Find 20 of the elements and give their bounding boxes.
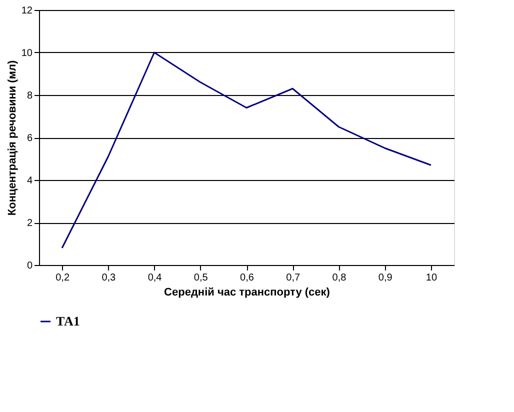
y-tick-label: 10: [21, 48, 33, 59]
y-tick-label: 12: [21, 6, 33, 16]
y-tick-label: 6: [26, 133, 33, 144]
x-tick-label: 0,9: [378, 272, 393, 284]
y-tick-label: 8: [26, 90, 33, 102]
x-tick-label: 0,4: [148, 272, 162, 284]
x-tick-label: 0,5: [194, 272, 208, 284]
x-tick-label: 0,3: [102, 272, 116, 284]
y-tick-label: 2: [26, 218, 33, 229]
y-tick-label: 0: [26, 260, 33, 272]
x-tick-label: 0,7: [286, 272, 300, 284]
line-series: [61, 52, 432, 249]
x-tick-label: 0,2: [56, 272, 70, 284]
y-axis-title: Концентрація речовини (мл): [6, 60, 18, 216]
x-axis-title: Середній час транспорту (сек): [164, 286, 330, 298]
x-tick-label: 10: [426, 272, 438, 284]
x-tick-label: 0,8: [332, 272, 347, 284]
y-tick-label: 4: [26, 176, 33, 186]
legend-label: ТА1: [56, 314, 80, 328]
x-tick-label: 0,6: [240, 272, 254, 284]
